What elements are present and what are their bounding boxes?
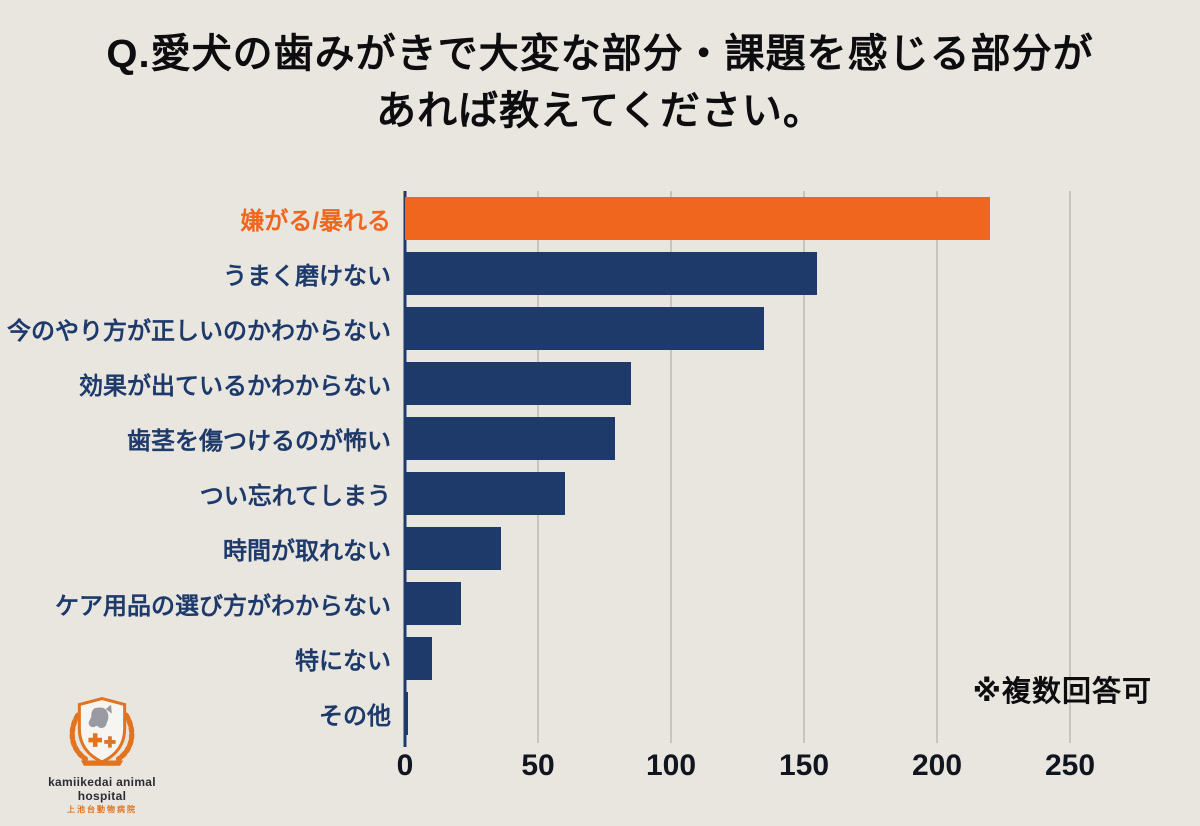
category-labels-column: 嫌がる/暴れるうまく磨けない今のやり方が正しいのかわからない効果が出ているかわか… [7,191,405,741]
bar-row [405,576,1070,631]
bar [405,362,632,405]
gridline [1069,191,1071,743]
category-label: 今のやり方が正しいのかわからない [7,318,391,345]
bar-row [405,246,1070,301]
bar-row [405,301,1070,356]
category-label: 嫌がる/暴れる [240,208,391,235]
category-label: うまく磨けない [223,263,391,290]
category-label: ケア用品の選び方がわからない [55,593,391,620]
hospital-logo: kamiikedai animal hospital 上池台動物病院 [32,694,172,815]
bars-container [405,191,1070,741]
bar-chart: 嫌がる/暴れるうまく磨けない今のやり方が正しいのかわからない効果が出ているかわか… [7,191,1095,795]
x-tick-label: 50 [521,749,555,782]
category-label: 特にない [295,648,391,675]
bar-row [405,631,1070,686]
gridline [936,191,938,743]
category-label: つい忘れてしまう [199,483,391,510]
bar-row [405,356,1070,411]
hospital-crest-icon [69,696,135,766]
category-label: 時間が取れない [223,538,391,565]
category-label: その他 [319,703,391,730]
bar [405,637,432,680]
category-label: 歯茎を傷つけるのが怖い [127,428,391,455]
chart-title-line1: Q.愛犬の歯みがきで大変な部分・課題を感じる部分が [106,32,1094,76]
bar [405,692,408,735]
bar [405,472,565,515]
gridline [537,191,539,743]
plot-area [403,191,1071,747]
chart-title-line2: あれば教えてください。 [376,88,824,133]
x-tick-label: 250 [1044,749,1096,782]
x-tick-label: 0 [396,749,414,782]
bar [405,527,501,570]
y-axis-line [403,191,407,747]
bar-row [405,466,1070,521]
bar-row [405,191,1070,246]
chart-title: Q.愛犬の歯みがきで大変な部分・課題を感じる部分が あれば教えてください。 [40,26,1160,140]
x-tick-label: 100 [645,749,697,782]
x-axis-ticks: 0 50 100 150 200 250 [397,749,1095,795]
x-tick-label: 150 [778,749,830,782]
bar-row [405,521,1070,576]
hospital-name: kamiikedai animal hospital [48,775,156,803]
multiple-answers-note: ※複数回答可 [972,676,1152,708]
x-tick-label: 200 [911,749,963,782]
bar-row [405,686,1070,741]
bar-row [405,411,1070,466]
gridline [670,191,672,743]
bar [405,582,461,625]
bar [405,197,991,240]
gridline [803,191,805,743]
bar [405,252,818,295]
hospital-name-japanese: 上池台動物病院 [67,805,137,814]
bar [405,307,765,350]
bar [405,417,616,460]
category-label: 効果が出ているかわからない [79,373,391,400]
